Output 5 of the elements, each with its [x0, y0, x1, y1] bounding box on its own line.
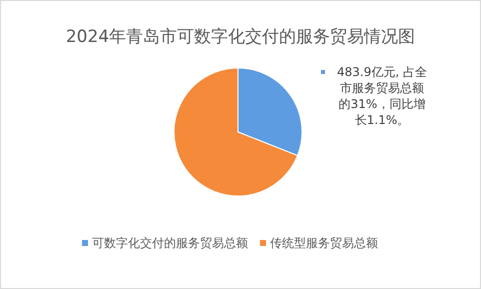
pie-slice: [174, 68, 298, 196]
data-label: 483.9亿元, 占全市服务贸易总额的31%，同比增长1.1%。: [337, 65, 427, 127]
chart-title: 2024年青岛市可数字化交付的服务贸易情况图: [66, 27, 416, 47]
legend-label: 可数字化交付的服务贸易总额: [92, 236, 248, 250]
legend-label: 传统型服务贸易总额: [270, 236, 378, 250]
